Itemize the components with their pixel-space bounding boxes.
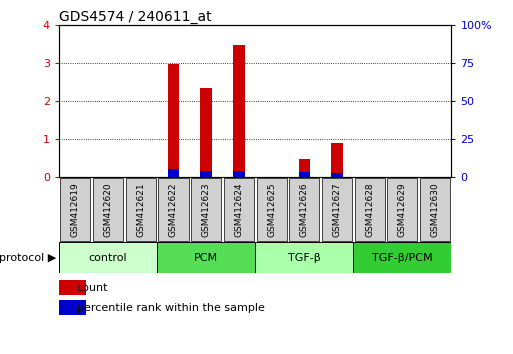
Bar (201, 87, 212, 177)
Bar (322, 178, 352, 241)
Bar (299, 172, 310, 177)
Bar (331, 143, 343, 177)
Bar (331, 173, 343, 177)
Bar (233, 45, 245, 177)
Bar (157, 242, 255, 273)
Bar (93, 178, 123, 241)
Text: GSM412628: GSM412628 (365, 182, 374, 237)
Text: GSM412619: GSM412619 (71, 182, 80, 237)
Text: protocol ▶: protocol ▶ (0, 252, 56, 263)
Bar (255, 242, 353, 273)
Bar (299, 159, 310, 177)
Bar (353, 242, 451, 273)
Bar (233, 171, 245, 177)
Text: GSM412627: GSM412627 (332, 182, 342, 237)
Text: percentile rank within the sample: percentile rank within the sample (76, 303, 265, 313)
Bar (126, 178, 156, 241)
Text: GSM412623: GSM412623 (202, 182, 211, 237)
Text: GSM412629: GSM412629 (398, 182, 407, 237)
Text: GSM412621: GSM412621 (136, 182, 145, 237)
Bar (59, 300, 87, 315)
Bar (168, 64, 179, 177)
Text: GSM412620: GSM412620 (104, 182, 112, 237)
Text: PCM: PCM (194, 252, 218, 263)
Text: TGF-β: TGF-β (288, 252, 321, 263)
Text: GSM412624: GSM412624 (234, 182, 243, 237)
Bar (59, 242, 157, 273)
Text: GSM412622: GSM412622 (169, 182, 178, 237)
Text: count: count (76, 283, 108, 293)
Bar (61, 178, 90, 241)
Text: GSM412630: GSM412630 (430, 182, 440, 237)
Bar (191, 178, 221, 241)
Bar (354, 178, 385, 241)
Text: control: control (89, 252, 127, 263)
Text: TGF-β/PCM: TGF-β/PCM (372, 252, 432, 263)
Bar (387, 178, 418, 241)
Bar (256, 178, 287, 241)
Bar (224, 178, 254, 241)
Bar (420, 178, 450, 241)
Text: GSM412625: GSM412625 (267, 182, 276, 237)
Bar (201, 171, 212, 177)
Text: GDS4574 / 240611_at: GDS4574 / 240611_at (59, 10, 212, 24)
Bar (159, 178, 188, 241)
Text: GSM412626: GSM412626 (300, 182, 309, 237)
Bar (289, 178, 319, 241)
Bar (59, 280, 87, 295)
Bar (168, 169, 179, 177)
